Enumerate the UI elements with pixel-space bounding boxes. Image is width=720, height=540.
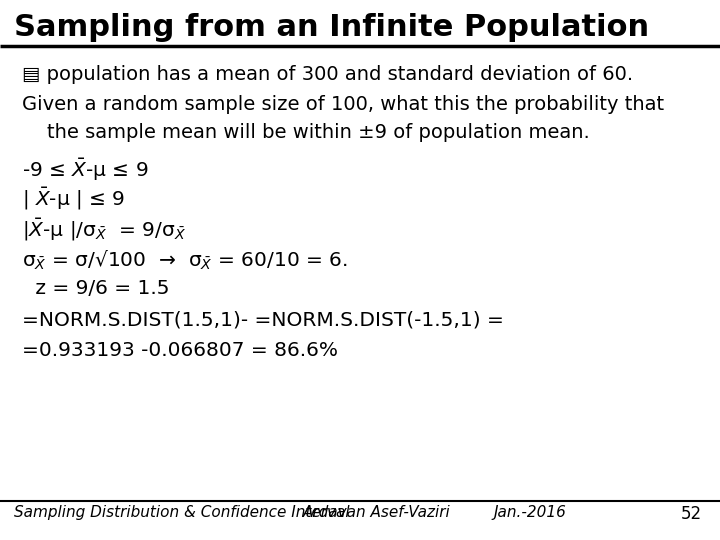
Text: -9 ≤ $\bar{X}$-μ ≤ 9: -9 ≤ $\bar{X}$-μ ≤ 9 bbox=[22, 157, 148, 183]
Text: ▤ population has a mean of 300 and standard deviation of 60.: ▤ population has a mean of 300 and stand… bbox=[22, 65, 633, 84]
Text: Sampling from an Infinite Population: Sampling from an Infinite Population bbox=[14, 14, 649, 43]
Text: =0.933193 -0.066807 = 86.6%: =0.933193 -0.066807 = 86.6% bbox=[22, 341, 338, 360]
Text: Given a random sample size of 100, what this the probability that: Given a random sample size of 100, what … bbox=[22, 94, 664, 113]
Text: σ$_{\bar{X}}$ = σ/√100  →  σ$_{\bar{X}}$ = 60/10 = 6.: σ$_{\bar{X}}$ = σ/√100 → σ$_{\bar{X}}$ =… bbox=[22, 248, 347, 272]
Text: the sample mean will be within ±9 of population mean.: the sample mean will be within ±9 of pop… bbox=[47, 123, 590, 142]
Text: Jan.-2016: Jan.-2016 bbox=[493, 505, 566, 521]
Text: z = 9/6 = 1.5: z = 9/6 = 1.5 bbox=[29, 279, 169, 298]
Text: | $\bar{X}$-μ | ≤ 9: | $\bar{X}$-μ | ≤ 9 bbox=[22, 186, 125, 212]
Text: =NORM.S.DIST(1.5,1)- =NORM.S.DIST(-1.5,1) =: =NORM.S.DIST(1.5,1)- =NORM.S.DIST(-1.5,1… bbox=[22, 310, 503, 329]
Text: |$\bar{X}$-μ |/σ$_{\bar{X}}$  = 9/σ$_{\bar{X}}$: |$\bar{X}$-μ |/σ$_{\bar{X}}$ = 9/σ$_{\ba… bbox=[22, 217, 186, 243]
Text: Ardavan Asef-Vaziri: Ardavan Asef-Vaziri bbox=[302, 505, 450, 521]
Text: 52: 52 bbox=[681, 505, 702, 523]
Text: Sampling Distribution & Confidence Interval: Sampling Distribution & Confidence Inter… bbox=[14, 505, 350, 521]
